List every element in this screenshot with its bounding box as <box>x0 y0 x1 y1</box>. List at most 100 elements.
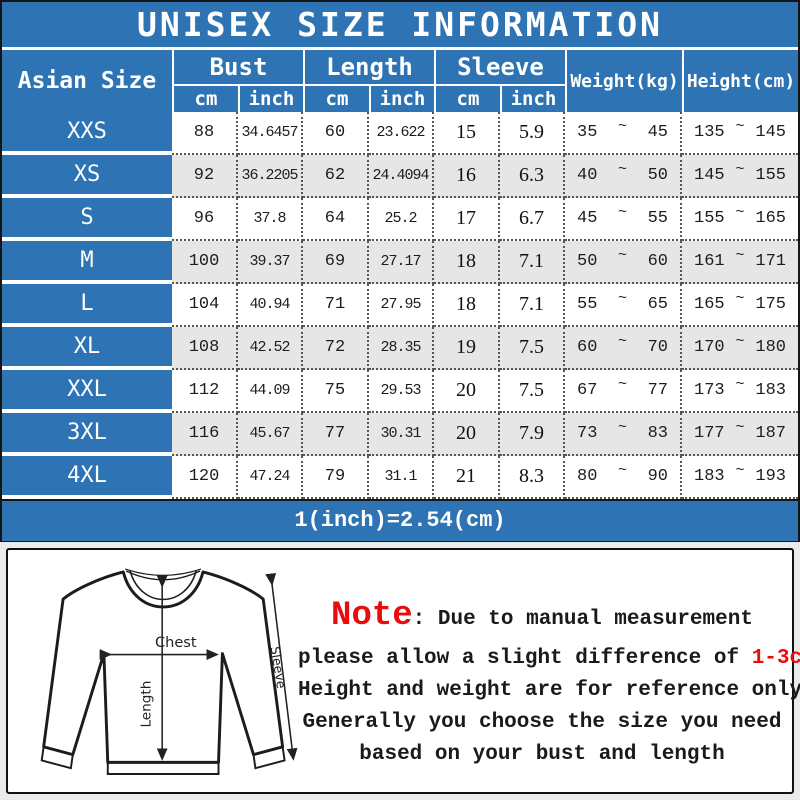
note-line-3: Height and weight are for reference only <box>298 679 800 702</box>
height-min: 177 <box>694 424 725 443</box>
height-max: 183 <box>755 381 786 400</box>
bust-inch-cell: 37.8 <box>238 198 303 241</box>
height-min: 161 <box>694 252 725 271</box>
length-inch-cell: 29.53 <box>369 370 434 413</box>
weight-min: 60 <box>577 338 598 357</box>
bust-inch-cell: 36.2205 <box>238 155 303 198</box>
column-header-sleeve: Sleeve <box>434 50 565 84</box>
height-max: 165 <box>755 209 786 228</box>
tilde-separator: ~ <box>735 161 745 178</box>
length-label: Length <box>139 681 155 728</box>
height-min: 170 <box>694 338 725 357</box>
bust-inch-cell: 39.37 <box>238 241 303 284</box>
sleeve-cm-cell: 17 <box>434 198 500 241</box>
weight-max: 83 <box>647 424 668 443</box>
size-label: XL <box>2 327 172 370</box>
tilde-separator: ~ <box>617 376 627 393</box>
tilde-separator: ~ <box>735 247 745 264</box>
weight-range-cell: 50 ~60 <box>565 241 682 284</box>
weight-range-cell: 73 ~83 <box>565 413 682 456</box>
height-range-cell: 135 ~145 <box>682 112 798 155</box>
length-cm-cell: 79 <box>303 456 369 499</box>
length-cm-cell: 64 <box>303 198 369 241</box>
right-cuff <box>252 745 286 770</box>
column-header-bust: Bust <box>172 50 303 84</box>
shirt-diagram: Chest Length Sleeve <box>40 568 298 775</box>
left-cuff <box>40 745 74 770</box>
note-line-1-text: : Due to manual measurement <box>412 608 753 631</box>
tilde-separator: ~ <box>617 118 627 135</box>
weight-range-cell: 55 ~65 <box>565 284 682 327</box>
size-label: M <box>2 241 172 284</box>
height-max: 145 <box>755 123 786 142</box>
tilde-separator: ~ <box>617 204 627 221</box>
height-min: 165 <box>694 295 725 314</box>
length-inch-cell: 28.35 <box>369 327 434 370</box>
height-max: 193 <box>755 467 786 486</box>
page-title: UNISEX SIZE INFORMATION <box>137 5 663 44</box>
weight-max: 45 <box>647 123 668 142</box>
size-label: 3XL <box>2 413 172 456</box>
height-max: 187 <box>755 424 786 443</box>
sleeve-cm-cell: 15 <box>434 112 500 155</box>
height-range-cell: 165 ~175 <box>682 284 798 327</box>
height-max: 180 <box>755 338 786 357</box>
weight-min: 55 <box>577 295 598 314</box>
height-range-cell: 173 ~183 <box>682 370 798 413</box>
tilde-separator: ~ <box>735 290 745 307</box>
sleeve-inch-cell: 5.9 <box>500 112 565 155</box>
weight-range-cell: 40 ~50 <box>565 155 682 198</box>
weight-min: 67 <box>577 381 598 400</box>
height-range-cell: 155 ~165 <box>682 198 798 241</box>
subheader-length-inch: inch <box>369 84 434 112</box>
tilde-separator: ~ <box>735 118 745 135</box>
sleeve-inch-cell: 7.5 <box>500 327 565 370</box>
weight-max: 90 <box>647 467 668 486</box>
height-min: 155 <box>694 209 725 228</box>
tilde-separator: ~ <box>735 462 745 479</box>
height-range-cell: 161 ~171 <box>682 241 798 284</box>
bust-cm-cell: 96 <box>172 198 238 241</box>
sleeve-cm-cell: 18 <box>434 241 500 284</box>
note-line-5: based on your bust and length <box>359 743 725 766</box>
weight-range-cell: 45 ~55 <box>565 198 682 241</box>
weight-min: 45 <box>577 209 598 228</box>
sleeve-inch-cell: 6.7 <box>500 198 565 241</box>
size-label: XXS <box>2 112 172 155</box>
hem-band <box>106 761 220 775</box>
sleeve-cm-cell: 21 <box>434 456 500 499</box>
length-inch-cell: 30.31 <box>369 413 434 456</box>
subheader-length-cm: cm <box>303 84 369 112</box>
note-keyword: Note <box>331 597 413 635</box>
height-max: 171 <box>755 252 786 271</box>
bust-inch-cell: 44.09 <box>238 370 303 413</box>
bust-cm-cell: 108 <box>172 327 238 370</box>
tilde-separator: ~ <box>617 161 627 178</box>
subheader-bust-inch: inch <box>238 84 303 112</box>
sleeve-inch-cell: 6.3 <box>500 155 565 198</box>
sleeve-inch-cell: 8.3 <box>500 456 565 499</box>
size-table: UNISEX SIZE INFORMATION Asian Size Bust … <box>0 0 800 542</box>
length-cm-cell: 62 <box>303 155 369 198</box>
note-line-1: Note: Due to manual measurement <box>298 597 786 635</box>
weight-max: 65 <box>647 295 668 314</box>
tilde-separator: ~ <box>617 462 627 479</box>
height-min: 135 <box>694 123 725 142</box>
table-header: Asian Size Bust Length Sleeve cm inch cm… <box>2 47 798 112</box>
tilde-separator: ~ <box>617 419 627 436</box>
note-line-2-text: please allow a slight difference of <box>298 647 752 670</box>
size-label: XXL <box>2 370 172 413</box>
sleeve-inch-cell: 7.9 <box>500 413 565 456</box>
height-min: 145 <box>694 166 725 185</box>
measurement-guide: Chest Length Sleeve Note: Due to manual … <box>6 548 800 794</box>
weight-range-cell: 60 ~70 <box>565 327 682 370</box>
tilde-separator: ~ <box>735 333 745 350</box>
tilde-separator: ~ <box>617 247 627 264</box>
weight-max: 60 <box>647 252 668 271</box>
back-collar-line <box>125 568 202 576</box>
tilde-separator: ~ <box>735 204 745 221</box>
bust-cm-cell: 104 <box>172 284 238 327</box>
height-range-cell: 177 ~187 <box>682 413 798 456</box>
subheader-sleeve-inch: inch <box>500 84 565 112</box>
